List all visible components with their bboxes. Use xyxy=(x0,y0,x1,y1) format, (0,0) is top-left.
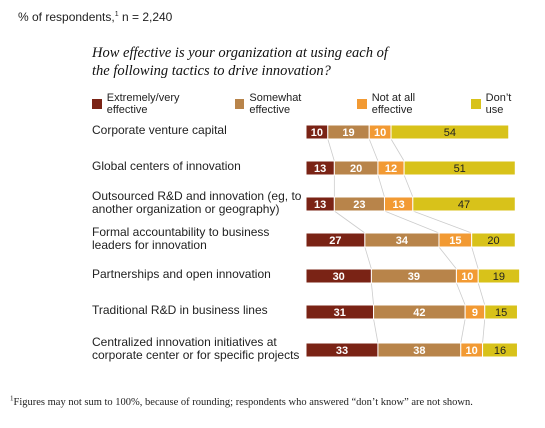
data-label-don-t-use-3: 47 xyxy=(458,199,470,211)
legend-label-somewhat-effective: Somewhat effective xyxy=(249,92,302,116)
data-label-don-t-use-6: 15 xyxy=(495,307,507,319)
respondents-note: % of respondents,1 n = 2,240 xyxy=(18,10,172,24)
bar-don-t-use-3 xyxy=(412,196,516,212)
legend-item-somewhat-effective: Somewhat effective xyxy=(234,92,343,116)
footnote: 1Figures may not sum to 100%, because of… xyxy=(10,394,540,408)
connector-line xyxy=(368,138,379,162)
connector-line xyxy=(482,318,486,344)
category-label-2: Global centers of innovation xyxy=(92,159,241,174)
data-label-extremely-very-effective-5: 30 xyxy=(333,271,345,283)
data-label-extremely-very-effective-7: 33 xyxy=(336,345,348,357)
legend-swatch-somewhat-effective xyxy=(234,99,245,109)
data-label-not-at-all-effective-5: 10 xyxy=(461,271,473,283)
data-label-don-t-use-7: 16 xyxy=(494,345,506,357)
respondents-count: n = 2,240 xyxy=(118,10,173,24)
legend-label-not-effective: Not at all effective xyxy=(371,92,416,116)
bar-don-t-use-6 xyxy=(484,304,518,320)
connector-line xyxy=(403,174,414,198)
legend-swatch-dont-use xyxy=(470,99,481,109)
data-label-somewhat-effective-2: 20 xyxy=(350,163,362,175)
chart-title: How effective is your organization at us… xyxy=(92,45,388,79)
footnote-marker: 1 xyxy=(10,394,14,403)
connector-line xyxy=(456,282,466,306)
connector-line xyxy=(390,138,405,162)
connector-line xyxy=(477,282,486,306)
legend-item-extremely-effective: Extremely/very effective xyxy=(92,92,221,116)
connector-line xyxy=(384,210,440,234)
data-label-extremely-very-effective-4: 27 xyxy=(329,235,341,247)
chart-legend: Extremely/very effective Somewhat effect… xyxy=(92,92,545,116)
bar-don-t-use-2 xyxy=(403,160,516,176)
connector-line xyxy=(412,210,472,234)
data-label-not-at-all-effective-6: 9 xyxy=(472,307,478,319)
data-label-extremely-very-effective-1: 10 xyxy=(311,127,323,139)
connector-line xyxy=(334,210,366,234)
data-label-extremely-very-effective-6: 31 xyxy=(334,307,346,319)
connector-line xyxy=(373,318,379,344)
data-label-not-at-all-effective-4: 15 xyxy=(449,235,461,247)
data-label-extremely-very-effective-2: 13 xyxy=(314,163,326,175)
category-label-5: Partnerships and open innovation xyxy=(92,267,271,282)
data-label-somewhat-effective-7: 38 xyxy=(413,345,425,357)
data-label-not-at-all-effective-3: 13 xyxy=(393,199,405,211)
category-label-4: Formal accountability to business leader… xyxy=(92,224,270,252)
data-label-somewhat-effective-6: 42 xyxy=(413,307,425,319)
bar-don-t-use-1 xyxy=(390,124,510,140)
category-label-6: Traditional R&D in business lines xyxy=(92,303,268,318)
data-label-not-at-all-effective-2: 12 xyxy=(385,163,397,175)
legend-item-not-effective: Not at all effective xyxy=(356,92,457,116)
category-label-3: Outsourced R&D and innovation (eg, to an… xyxy=(92,188,302,216)
footnote-text: Figures may not sum to 100%, because of … xyxy=(13,397,473,408)
data-label-somewhat-effective-5: 39 xyxy=(408,271,420,283)
data-label-somewhat-effective-1: 19 xyxy=(342,127,354,139)
legend-swatch-extremely-effective xyxy=(92,99,102,109)
respondents-prefix: % of respondents, xyxy=(18,10,115,24)
connector-line xyxy=(371,282,374,306)
category-label-7: Centralized innovation initiatives at co… xyxy=(92,334,300,362)
data-label-somewhat-effective-4: 34 xyxy=(396,235,409,247)
legend-label-extremely-effective: Extremely/very effective xyxy=(106,92,180,116)
connector-line xyxy=(327,138,335,162)
category-label-1: Corporate venture capital xyxy=(92,123,227,138)
connector-line xyxy=(438,246,457,270)
bar-don-t-use-5 xyxy=(477,268,521,284)
data-label-don-t-use-4: 20 xyxy=(487,235,499,247)
data-label-extremely-very-effective-3: 13 xyxy=(314,199,326,211)
data-label-somewhat-effective-3: 23 xyxy=(353,199,365,211)
connector-line xyxy=(377,174,385,198)
connector-line xyxy=(364,246,372,270)
legend-item-dont-use: Don’t use xyxy=(470,92,531,116)
data-label-not-at-all-effective-7: 10 xyxy=(466,345,478,357)
data-label-not-at-all-effective-1: 10 xyxy=(374,127,386,139)
legend-swatch-not-effective xyxy=(356,99,367,109)
connector-line xyxy=(460,318,466,344)
bar-don-t-use-7 xyxy=(482,342,518,358)
bar-don-t-use-4 xyxy=(471,232,516,248)
data-label-don-t-use-5: 19 xyxy=(493,271,505,283)
data-label-don-t-use-2: 51 xyxy=(454,163,466,175)
data-label-don-t-use-1: 54 xyxy=(444,127,456,139)
connector-line xyxy=(471,246,479,270)
legend-label-dont-use: Don’t use xyxy=(485,92,512,116)
respondents-footnote-marker: 1 xyxy=(114,11,119,18)
